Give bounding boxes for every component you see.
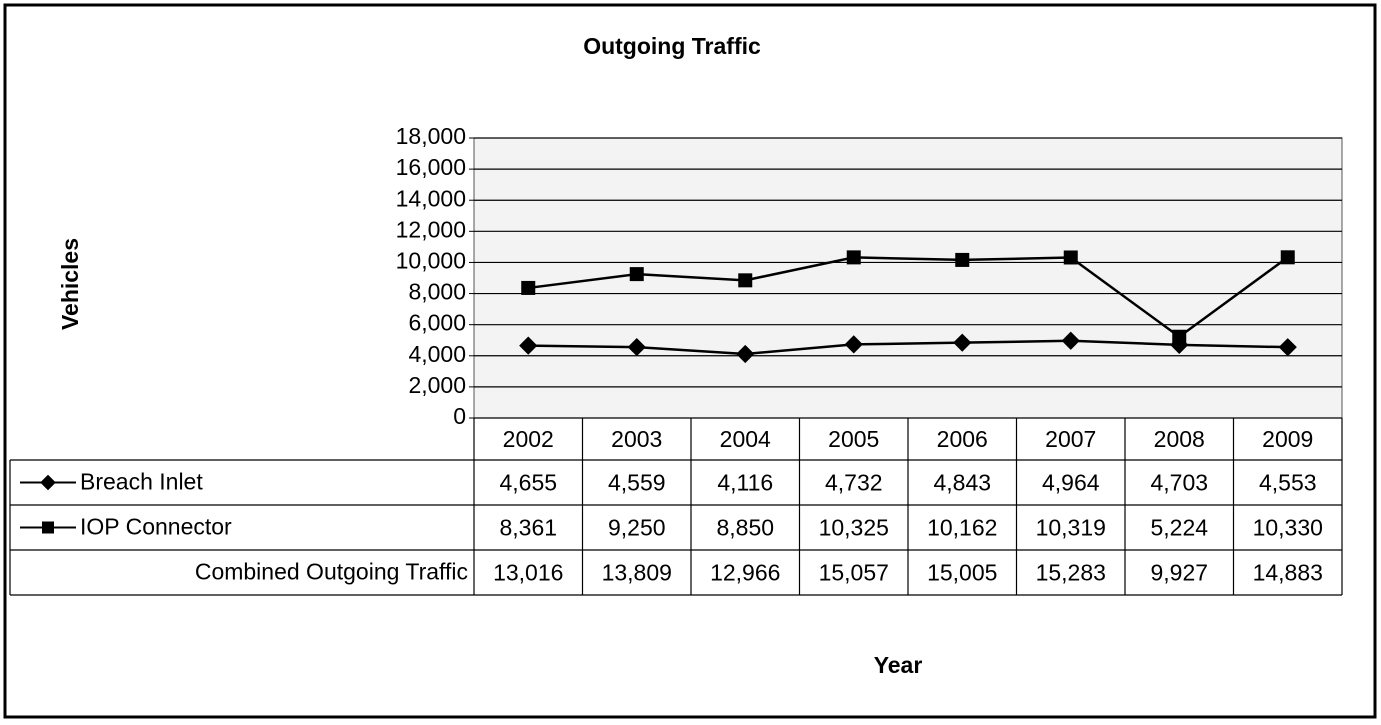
marker — [521, 280, 536, 295]
table-value: 15,057 — [819, 560, 889, 586]
marker — [1278, 338, 1297, 357]
x-tick-label: 2005 — [828, 426, 879, 452]
legend-label: IOP Connector — [80, 514, 232, 540]
marker — [736, 344, 755, 364]
x-axis-label: Year — [874, 652, 923, 678]
series-line — [528, 339, 1288, 356]
table-value: 10,325 — [819, 515, 889, 541]
y-tick-label: 10,000 — [396, 248, 466, 274]
table-value: 4,732 — [825, 470, 883, 496]
legend-marker — [40, 474, 56, 491]
x-tick-label: 2006 — [937, 426, 988, 452]
table-value: 4,964 — [1042, 470, 1100, 496]
table-value: 14,883 — [1253, 560, 1323, 586]
marker — [738, 273, 753, 288]
x-tick-label: 2009 — [1262, 426, 1313, 452]
table-value: 4,116 — [717, 470, 773, 496]
y-tick-label: 8,000 — [408, 279, 466, 305]
x-tick-label: 2007 — [1045, 426, 1096, 452]
marker — [955, 252, 970, 267]
y-tick-label: 18,000 — [396, 123, 466, 149]
marker — [1170, 335, 1189, 354]
y-tick-label: 0 — [453, 403, 466, 429]
marker — [519, 336, 538, 355]
x-tick-label: 2003 — [611, 426, 662, 452]
legend-label: Breach Inlet — [80, 469, 203, 495]
table-value: 4,703 — [1150, 470, 1208, 496]
marker — [1280, 250, 1295, 265]
table-value: 4,655 — [499, 470, 557, 496]
y-axis-label: Vehicles — [57, 238, 83, 330]
marker — [627, 337, 646, 357]
y-tick-label: 2,000 — [408, 372, 466, 398]
table-value: 4,559 — [608, 470, 666, 496]
table-value: 4,843 — [933, 470, 991, 496]
marker — [1061, 331, 1080, 350]
table-value: 12,966 — [710, 560, 780, 586]
table-value: 10,162 — [927, 515, 997, 541]
table-value: 10,319 — [1036, 515, 1106, 541]
table-value: 9,250 — [608, 515, 666, 541]
x-tick-label: 2004 — [720, 426, 771, 452]
x-tick-label: 2002 — [503, 426, 554, 452]
marker — [1063, 250, 1078, 265]
table-value: 13,809 — [602, 560, 672, 586]
marker — [1172, 329, 1187, 344]
marker — [844, 335, 863, 354]
table-value: 4,553 — [1259, 470, 1317, 496]
chart-title: Outgoing Traffic — [583, 33, 761, 59]
table-value: 8,850 — [716, 515, 774, 541]
plot-area — [473, 137, 1343, 419]
y-tick-label: 14,000 — [396, 185, 466, 211]
y-tick-label: 4,000 — [408, 341, 466, 367]
y-tick-label: 12,000 — [396, 216, 466, 242]
marker — [846, 250, 861, 265]
table-value: 15,005 — [927, 560, 997, 586]
table-value: 8,361 — [499, 515, 557, 541]
x-tick-label: 2008 — [1154, 426, 1205, 452]
table-value: 5,224 — [1150, 515, 1208, 541]
table-value: 15,283 — [1036, 560, 1106, 586]
y-tick-label: 6,000 — [408, 310, 466, 336]
table-row-label: Combined Outgoing Traffic — [195, 559, 468, 585]
table-value: 13,016 — [493, 560, 563, 586]
legend-marker — [42, 521, 54, 534]
table-value: 10,330 — [1253, 515, 1323, 541]
marker — [629, 267, 644, 282]
y-tick-label: 16,000 — [396, 154, 466, 180]
series-line — [528, 256, 1289, 339]
table-value: 9,927 — [1150, 560, 1208, 586]
marker — [953, 333, 972, 352]
